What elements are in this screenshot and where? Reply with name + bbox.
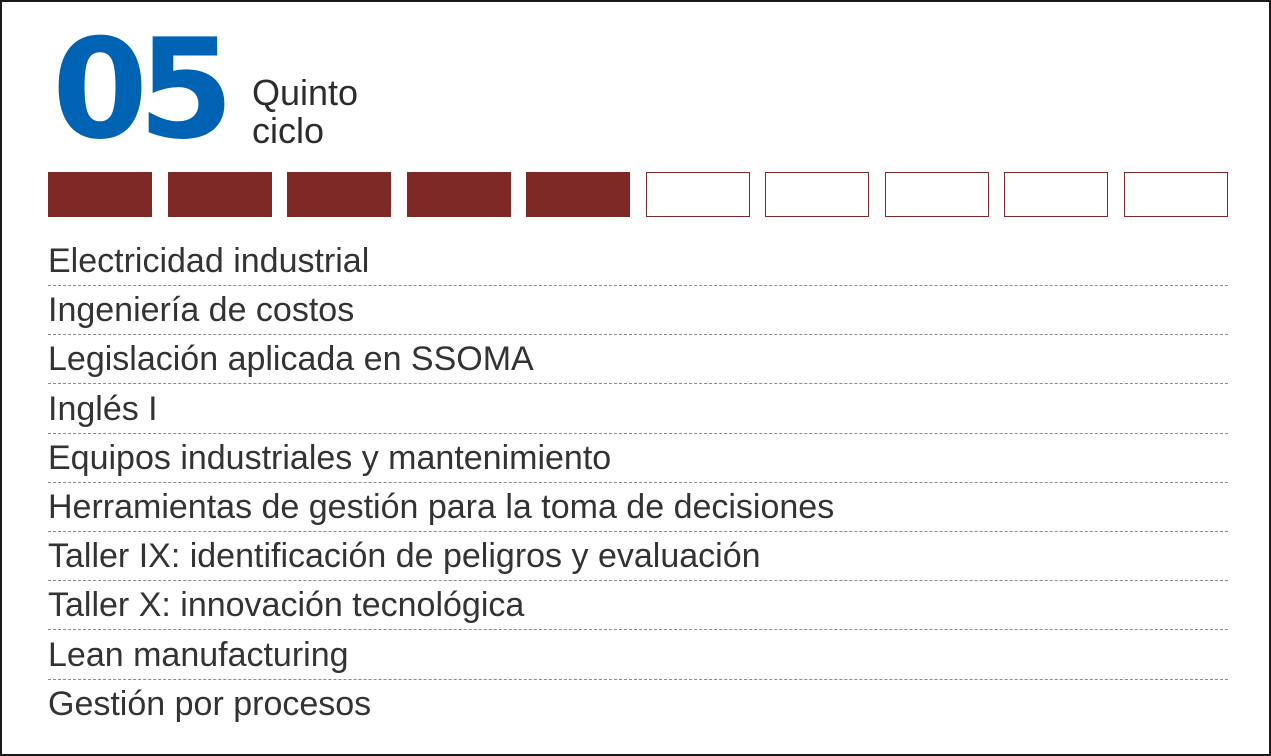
course-item: Legislación aplicada en SSOMA [48,336,1228,385]
course-item: Electricidad industrial [48,238,1228,286]
course-item: Lean manufacturing [48,632,1228,680]
cycle-label-line2: ciclo [252,110,325,151]
course-item: Taller IX: identificación de peligros y … [48,533,1228,582]
course-item: Herramientas de gestión para la toma de … [48,484,1228,532]
course-item: Taller X: innovación tecnológica [48,582,1228,631]
course-item: Equipos industriales y mantenimiento [48,435,1228,483]
progress-block-6 [645,172,750,217]
course-item: Ingeniería de costos [48,287,1228,336]
cycle-number: 05 [52,9,234,170]
cycle-progress-bar [48,172,1228,217]
cycle-label: Quinto ciclo [252,74,452,150]
progress-block-2 [167,172,272,217]
progress-block-5 [526,172,630,217]
cycle-label-line1: Quinto [252,72,359,113]
course-item: Gestión por procesos [48,684,372,723]
progress-block-10 [1123,172,1228,217]
progress-block-1 [48,172,152,217]
progress-block-4 [406,172,511,217]
progress-block-9 [1004,172,1108,217]
progress-block-7 [765,172,869,217]
progress-block-3 [287,172,391,217]
course-item: Inglés I [48,386,1228,434]
progress-block-8 [884,172,989,217]
course-list: Electricidad industrial Ingeniería de co… [48,238,1228,730]
